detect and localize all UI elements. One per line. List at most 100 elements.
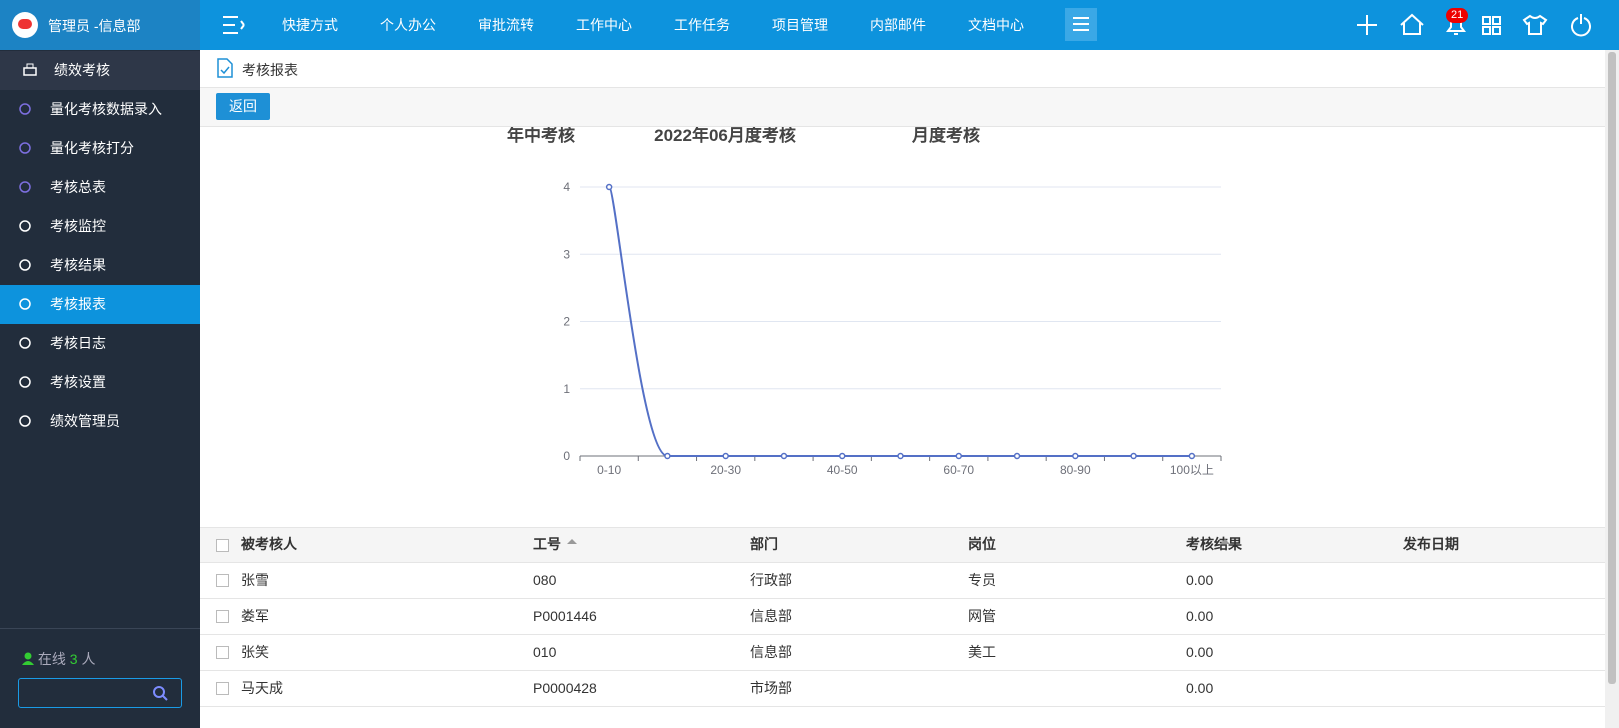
icon-shape: [19, 259, 31, 271]
table-row[interactable]: 娄军 P0001446 信息部 网管 0.00: [200, 598, 1605, 635]
sidebar-item[interactable]: 考核监控: [0, 207, 200, 246]
sidebar-label: 考核报表: [50, 296, 106, 312]
table-cell: 行政部: [750, 572, 792, 588]
icon-shape: [19, 415, 31, 427]
sidebar-label: 考核总表: [50, 179, 106, 195]
checkbox[interactable]: [216, 646, 229, 659]
sidebar-item[interactable]: 量化考核数据录入: [0, 90, 200, 129]
menu-toggle[interactable]: [220, 14, 246, 36]
sidebar-item[interactable]: 考核结果: [0, 246, 200, 285]
table-cell: 0.00: [1186, 608, 1214, 624]
logo: [12, 12, 38, 38]
top-bar: 管理员 -信息部 快捷方式 个人办公 审批流转 工作中心 工作任务 项目管理 内部邮件 文档中…: [0, 0, 1619, 50]
x-tick-label: 0-10: [597, 463, 621, 477]
data-point: [897, 452, 904, 460]
sidebar: 绩效考核 量化考核数据录入 量化考核打分考核总表考核监控考核结果考核报表考核日志考…: [0, 50, 200, 728]
table-row[interactable]: 马天成 P0000428 市场部 0.00: [200, 670, 1605, 707]
checkbox[interactable]: [216, 682, 229, 695]
column-header[interactable]: 被考核人: [241, 536, 297, 552]
icon-shape: [19, 142, 31, 154]
table-cell: 网管: [968, 608, 996, 624]
icon-shape: [19, 181, 31, 193]
checkbox[interactable]: [216, 539, 229, 552]
data-point: [664, 452, 671, 460]
more-menu[interactable]: [1065, 8, 1097, 41]
data-point: [1072, 452, 1079, 460]
icon-shape: [19, 103, 31, 115]
nav-item[interactable]: 审批流转: [478, 17, 534, 33]
sidebar-section[interactable]: 绩效考核: [0, 51, 200, 90]
table-cell: 美工: [968, 644, 996, 660]
column-header[interactable]: 发布日期: [1403, 536, 1459, 552]
sidebar-item[interactable]: 绩效管理员: [0, 402, 200, 441]
sidebar-label: 考核监控: [50, 218, 106, 234]
nav-item[interactable]: 内部邮件: [870, 17, 926, 33]
table-header: 被考核人 工号 部门 岗位 考核结果 发布日期: [200, 527, 1605, 563]
menu-icon: [19, 181, 31, 193]
sort-icon[interactable]: [1220, 539, 1230, 544]
toolbar-icons[interactable]: [1340, 0, 1619, 50]
data-point: [1130, 452, 1137, 460]
user-label: 管理员 -信息部: [48, 18, 141, 34]
back-button[interactable]: 返回: [216, 93, 270, 120]
data-point: [955, 452, 963, 460]
column-header[interactable]: 岗位: [968, 536, 996, 552]
sidebar-item[interactable]: 考核设置: [0, 363, 200, 402]
nav-item[interactable]: 工作任务: [674, 17, 730, 33]
chart-title: 月度考核: [911, 127, 980, 145]
table-row[interactable]: 张雪 080 行政部 专员 0.00: [200, 562, 1605, 599]
sidebar-label: 考核日志: [50, 335, 106, 351]
menu-icon: [19, 142, 31, 154]
x-tick-label: 20-30: [710, 463, 741, 477]
chart-title: 2022年06月度考核: [654, 127, 796, 145]
sidebar-item[interactable]: 考核总表: [0, 168, 200, 207]
menu-icon: [19, 259, 31, 271]
menu-icon: [19, 376, 31, 388]
x-tick-label: 40-50: [827, 463, 858, 477]
table-cell: P0000428: [533, 680, 597, 696]
y-tick-label: 3: [563, 247, 570, 261]
data-point: [722, 452, 729, 460]
x-tick-label: 60-70: [943, 463, 974, 477]
sidebar-item[interactable]: 考核报表: [0, 285, 200, 324]
search-box[interactable]: [18, 678, 182, 708]
table-cell: 信息部: [750, 608, 792, 624]
nav-item[interactable]: 项目管理: [772, 17, 828, 33]
menu-icon: [19, 337, 31, 349]
data-point: [838, 452, 846, 460]
table-row[interactable]: 张笑 010 信息部 美工 0.00: [200, 634, 1605, 671]
y-tick-label: 4: [563, 180, 570, 194]
nav-item[interactable]: 快捷方式: [282, 17, 338, 33]
column-header[interactable]: 考核结果: [1186, 536, 1242, 552]
x-tick-label: 80-90: [1060, 463, 1091, 477]
checkbox[interactable]: [216, 574, 229, 587]
menu-icon: [19, 103, 31, 115]
nav-item[interactable]: 文档中心: [968, 17, 1024, 33]
table-cell: 市场部: [750, 680, 792, 696]
y-tick-label: 2: [563, 315, 570, 329]
table-cell: 0.00: [1186, 680, 1214, 696]
sort-icon[interactable]: [567, 539, 577, 544]
column-header[interactable]: 部门: [750, 536, 778, 552]
nav-item[interactable]: 工作中心: [576, 17, 632, 33]
divider: [0, 628, 200, 629]
table-cell: 张雪: [241, 572, 269, 588]
breadcrumb-bar: 考核报表: [200, 50, 1605, 88]
menu-icon: [19, 415, 31, 427]
nav-item[interactable]: 个人办公: [380, 17, 436, 33]
logo-area: 管理员 -信息部: [0, 0, 200, 50]
online-unit: 人: [81, 651, 96, 667]
chart-title: 年中考核: [507, 127, 575, 145]
sidebar-item[interactable]: 量化考核打分: [0, 129, 200, 168]
column-header[interactable]: 工号: [533, 536, 561, 552]
scrollbar: [1605, 50, 1619, 728]
breadcrumb: 考核报表: [242, 62, 298, 78]
chart: 年中考核 2022年06月度考核 月度考核 0 1 2 3 4 0-10 20-30 40-50 60…: [507, 127, 1222, 477]
toolbar: 返回: [200, 88, 1605, 127]
online-status: 在线 3 人: [22, 649, 95, 669]
table-cell: 0.00: [1186, 644, 1214, 660]
checkbox[interactable]: [216, 610, 229, 623]
table-cell: 0.00: [1186, 572, 1214, 588]
sidebar-item[interactable]: 考核日志: [0, 324, 200, 363]
table-cell: 信息部: [750, 644, 792, 660]
